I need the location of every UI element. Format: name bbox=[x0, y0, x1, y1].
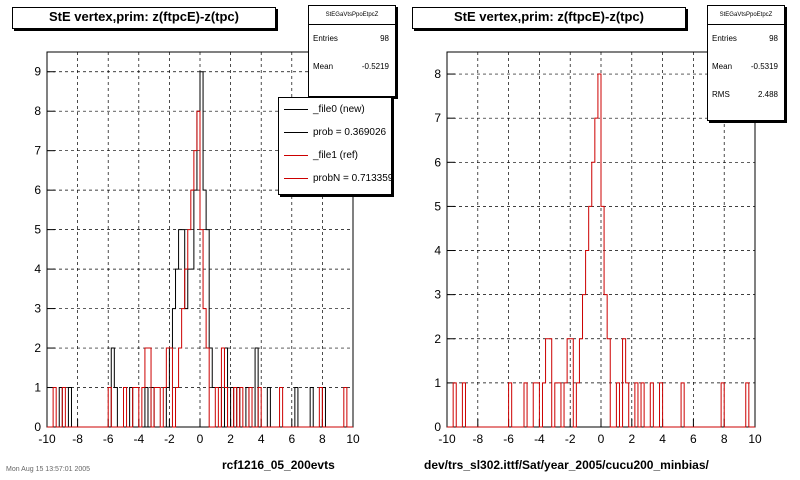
legend-line-file1 bbox=[284, 155, 308, 156]
left-caption: rcf1216_05_200evts bbox=[222, 458, 335, 472]
x-tick-label: 8 bbox=[319, 432, 326, 446]
y-tick-label: 7 bbox=[34, 144, 41, 158]
left-legend: _file0 (new) prob = 0.369026 _file1 (ref… bbox=[278, 97, 392, 195]
y-tick-label: 3 bbox=[434, 288, 441, 302]
legend-line-probn bbox=[284, 178, 308, 179]
y-tick-label: 0 bbox=[434, 420, 441, 434]
histogram-series-ref bbox=[47, 110, 353, 428]
y-tick-label: 8 bbox=[434, 67, 441, 81]
x-tick-label: -8 bbox=[472, 432, 483, 446]
y-tick-label: 6 bbox=[34, 183, 41, 197]
x-tick-label: -6 bbox=[503, 432, 514, 446]
y-tick-label: 6 bbox=[434, 155, 441, 169]
right-histogram: -10 -8 -6 -4 -2 0 2 4 6 8 10 0 1 2 3 4 5 6 7 8 bbox=[434, 51, 762, 446]
right-stats-entries: Entries 98 bbox=[712, 34, 778, 43]
y-tick-label: 8 bbox=[34, 104, 41, 118]
legend-item-probn: probN = 0.713359 bbox=[279, 167, 391, 190]
right-stats-mean: Mean -0.5319 bbox=[712, 62, 778, 71]
y-tick-label: 2 bbox=[434, 332, 441, 346]
x-tick-label: 0 bbox=[197, 432, 204, 446]
right-caption: dev/trs_sl302.ittf/Sat/year_2005/cucu200… bbox=[424, 458, 709, 472]
timestamp-footnote: Mon Aug 15 13:57:01 2005 bbox=[6, 466, 91, 473]
right-stats-rms: RMS 2.488 bbox=[712, 90, 778, 99]
x-tick-label: 6 bbox=[690, 432, 697, 446]
x-tick-label: -6 bbox=[103, 432, 114, 446]
left-stats-entries: Entries 98 bbox=[313, 34, 389, 43]
x-tick-label: -4 bbox=[534, 432, 545, 446]
x-tick-label: -10 bbox=[38, 432, 56, 446]
y-tick-label: 5 bbox=[34, 223, 41, 237]
right-plot-title: StE vertex,prim: z(ftpcE)-z(tpc) bbox=[412, 7, 686, 29]
legend-item-file0: _file0 (new) bbox=[279, 98, 391, 121]
x-tick-label: -8 bbox=[72, 432, 83, 446]
y-tick-label: 0 bbox=[34, 420, 41, 434]
y-tick-label: 7 bbox=[434, 111, 441, 125]
right-stats-box: StEGaVtsPpoEtpcZ Entries 98 Mean -0.5319… bbox=[707, 5, 785, 121]
x-tick-label: 10 bbox=[346, 432, 360, 446]
y-tick-label: 4 bbox=[434, 244, 441, 258]
x-tick-label: 8 bbox=[721, 432, 728, 446]
legend-line-prob bbox=[284, 132, 308, 133]
left-plot-title: StE vertex,prim: z(ftpcE)-z(tpc) bbox=[12, 7, 276, 29]
x-tick-label: 0 bbox=[598, 432, 605, 446]
legend-item-prob: prob = 0.369026 bbox=[279, 121, 391, 144]
x-tick-label: 2 bbox=[227, 432, 234, 446]
x-tick-label: -2 bbox=[164, 432, 175, 446]
legend-line-file0 bbox=[284, 109, 308, 110]
y-tick-label: 3 bbox=[34, 302, 41, 316]
y-tick-label: 2 bbox=[34, 341, 41, 355]
x-tick-label: 2 bbox=[628, 432, 635, 446]
x-tick-label: 10 bbox=[748, 432, 762, 446]
y-tick-label: 4 bbox=[34, 262, 41, 276]
x-tick-label: 4 bbox=[659, 432, 666, 446]
histogram-series-new bbox=[47, 71, 353, 428]
right-stats-header: StEGaVtsPpoEtpcZ bbox=[708, 6, 784, 25]
histogram-series-ref bbox=[447, 73, 755, 428]
y-tick-label: 1 bbox=[34, 381, 41, 395]
legend-item-file1: _file1 (ref) bbox=[279, 144, 391, 167]
y-tick-label: 5 bbox=[434, 199, 441, 213]
x-tick-label: 4 bbox=[258, 432, 265, 446]
y-tick-label: 9 bbox=[34, 65, 41, 79]
left-stats-box: StEGaVtsPpoEtpcZ Entries 98 Mean -0.5219 bbox=[308, 5, 396, 97]
x-tick-label: 6 bbox=[288, 432, 295, 446]
x-tick-label: -2 bbox=[565, 432, 576, 446]
x-tick-label: -10 bbox=[438, 432, 456, 446]
y-tick-label: 1 bbox=[434, 376, 441, 390]
left-stats-mean: Mean -0.5219 bbox=[313, 62, 389, 71]
x-tick-label: -4 bbox=[133, 432, 144, 446]
left-stats-header: StEGaVtsPpoEtpcZ bbox=[309, 6, 395, 25]
